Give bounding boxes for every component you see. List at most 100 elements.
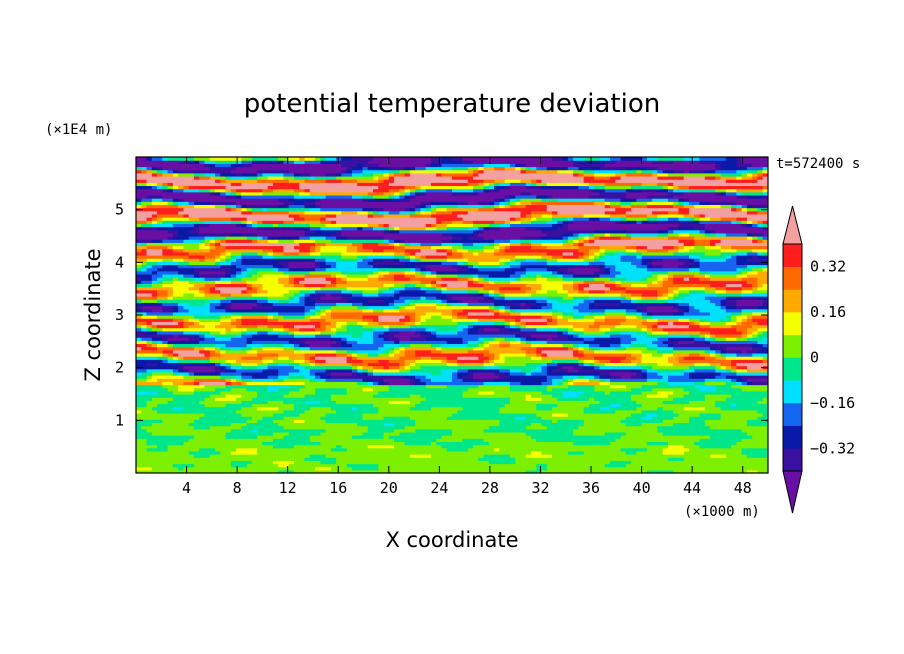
field-cell <box>283 428 290 433</box>
field-cell <box>452 403 458 408</box>
field-cell <box>615 394 622 398</box>
field-cell <box>346 384 353 389</box>
field-cell <box>520 447 527 452</box>
field-cell <box>225 460 232 465</box>
field-cell <box>694 463 701 468</box>
field-cell <box>673 419 680 424</box>
field-cell <box>631 403 637 408</box>
field-cell <box>225 435 232 439</box>
field-cell <box>720 460 727 465</box>
field-cell <box>199 460 206 465</box>
field-cell <box>504 463 511 468</box>
field-cell <box>673 447 680 452</box>
field-cell <box>652 444 658 449</box>
field-cell <box>457 466 464 471</box>
field-cell <box>762 463 768 468</box>
field-cell <box>415 444 421 449</box>
field-cell <box>357 428 364 433</box>
field-cell <box>715 454 722 458</box>
field-cell <box>473 422 479 427</box>
field-cell <box>283 463 290 468</box>
field-cell <box>215 466 221 471</box>
field-cell <box>757 463 764 468</box>
field-cell <box>394 394 400 398</box>
field-cell <box>515 422 522 427</box>
field-cell <box>320 422 327 427</box>
field-cell <box>199 466 206 471</box>
field-cell <box>446 422 453 427</box>
field-cell <box>715 419 722 424</box>
field-cell <box>515 412 522 417</box>
field-cell <box>230 406 237 411</box>
time-label: t=572400 s <box>776 156 860 172</box>
field-cell <box>404 394 411 398</box>
field-cell <box>667 387 674 392</box>
field-cell <box>583 431 590 436</box>
field-cell <box>689 412 695 417</box>
field-cell <box>636 450 643 455</box>
field-cell <box>294 444 300 449</box>
field-cell <box>704 422 711 427</box>
field-cell <box>341 384 348 389</box>
field-cell <box>430 454 437 458</box>
field-cell <box>657 457 664 461</box>
field-cell <box>209 441 216 446</box>
field-cell <box>552 400 558 405</box>
field-cell <box>357 466 364 471</box>
field-cell <box>136 409 142 414</box>
field-cell <box>188 435 195 439</box>
field-cell <box>362 466 369 471</box>
field-cell <box>725 469 732 473</box>
field-cell <box>610 400 616 405</box>
field-cell <box>557 403 564 408</box>
field-cell <box>309 463 316 468</box>
field-cell <box>588 397 595 401</box>
field-cell <box>415 425 421 430</box>
field-cell <box>236 457 242 461</box>
field-cell <box>725 444 732 449</box>
field-cell <box>425 447 432 452</box>
field-cell <box>146 463 153 468</box>
field-cell <box>746 444 753 449</box>
field-cell <box>694 435 701 439</box>
field-cell <box>625 438 632 442</box>
field-cell <box>172 416 179 420</box>
field-cell <box>315 400 321 405</box>
field-cell <box>162 384 169 389</box>
field-cell <box>272 419 279 424</box>
field-cell <box>541 450 548 455</box>
field-cell <box>415 400 421 405</box>
field-cell <box>388 412 395 417</box>
field-cell <box>546 409 553 414</box>
field-cell <box>736 416 743 420</box>
field-cell <box>573 457 579 461</box>
field-cell <box>215 425 221 430</box>
field-cell <box>694 419 701 424</box>
field-cell <box>752 466 759 471</box>
field-cell <box>746 412 753 417</box>
field-cell <box>415 397 421 401</box>
field-cell <box>599 394 606 398</box>
field-cell <box>604 416 611 420</box>
field-cell <box>325 450 332 455</box>
field-cell <box>299 419 306 424</box>
field-cell <box>172 469 179 473</box>
field-cell <box>531 412 537 417</box>
field-cell <box>646 400 653 405</box>
field-cell <box>531 460 537 465</box>
field-cell <box>351 425 358 430</box>
field-cell <box>625 450 632 455</box>
field-cell <box>251 412 258 417</box>
field-cell <box>757 419 764 424</box>
field-cell <box>351 422 358 427</box>
field-cell <box>594 444 601 449</box>
field-cell <box>494 447 500 452</box>
field-cell <box>594 425 601 430</box>
field-cell <box>525 419 532 424</box>
field-cell <box>230 397 237 401</box>
field-cell <box>378 463 385 468</box>
field-cell <box>399 447 406 452</box>
field-cell <box>351 463 358 468</box>
field-cell <box>641 466 648 471</box>
field-cell <box>531 454 537 458</box>
